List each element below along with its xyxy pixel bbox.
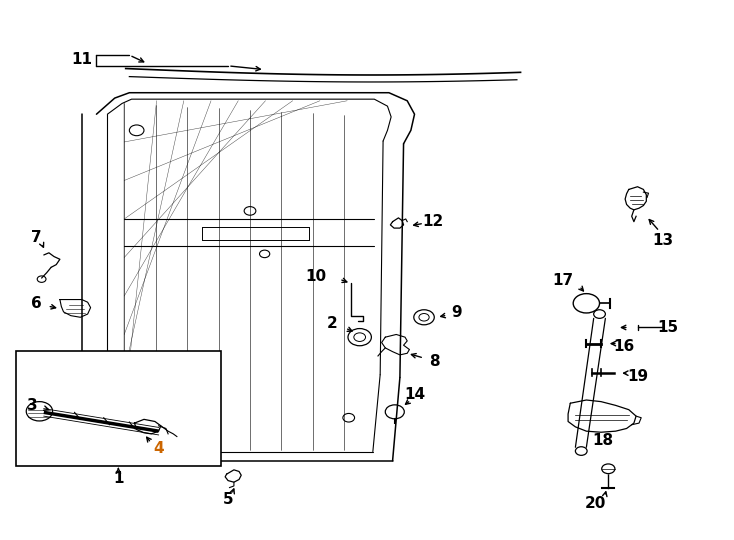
Text: 2: 2 xyxy=(327,316,338,331)
Text: 11: 11 xyxy=(71,52,92,67)
Text: 1: 1 xyxy=(113,471,123,486)
Text: 20: 20 xyxy=(584,496,606,511)
Text: 10: 10 xyxy=(305,269,327,284)
FancyBboxPatch shape xyxy=(16,350,221,466)
Text: 3: 3 xyxy=(26,398,37,413)
Text: 17: 17 xyxy=(553,273,573,288)
Circle shape xyxy=(602,464,615,474)
Text: 8: 8 xyxy=(429,354,440,369)
Text: 19: 19 xyxy=(627,369,648,384)
Text: 4: 4 xyxy=(153,441,164,456)
Text: 5: 5 xyxy=(222,492,233,508)
Text: 15: 15 xyxy=(658,320,679,335)
Text: 18: 18 xyxy=(592,433,613,448)
Text: 9: 9 xyxy=(451,306,462,320)
Text: 16: 16 xyxy=(614,339,635,354)
Text: 7: 7 xyxy=(31,230,42,245)
Text: 6: 6 xyxy=(31,296,42,311)
Text: 12: 12 xyxy=(422,214,443,229)
Text: 14: 14 xyxy=(404,387,425,402)
Text: 13: 13 xyxy=(653,233,674,248)
